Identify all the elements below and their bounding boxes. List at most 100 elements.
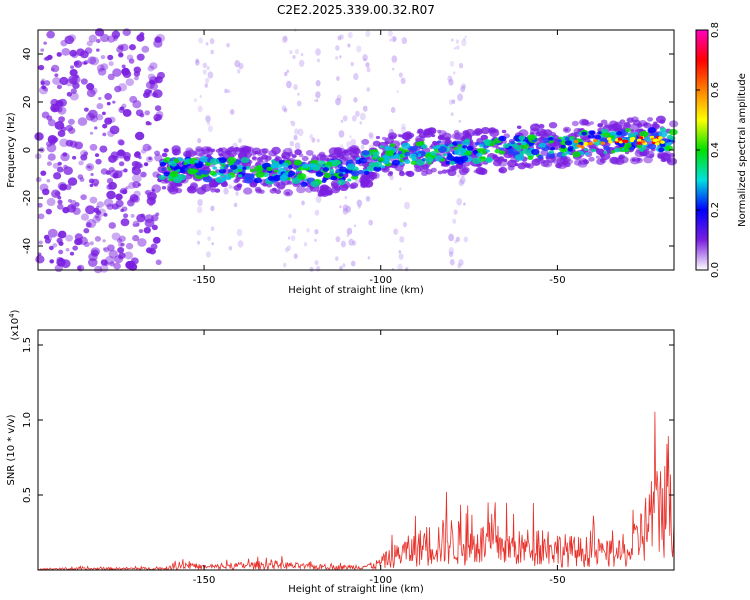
ridge-blob-core (250, 173, 255, 177)
faint-noise-blob (306, 228, 310, 233)
noise-blob (73, 60, 83, 68)
spectrogram-y-tick-label: 0 (22, 147, 33, 153)
ridge-blob-outer (172, 149, 180, 156)
faint-noise-blob (458, 179, 464, 187)
noise-blob (91, 249, 99, 257)
noise-blob (43, 80, 51, 86)
noise-blob (113, 37, 118, 42)
noise-blob (71, 52, 78, 59)
ridge-peak-blob (654, 142, 660, 146)
ridge-peak-blob (608, 140, 613, 144)
noise-blob (83, 107, 89, 112)
faint-noise-blob (286, 69, 290, 73)
noise-blob (96, 38, 101, 44)
ridge-peak-blob (573, 140, 579, 144)
noise-blob (120, 218, 130, 227)
noise-blob (46, 161, 52, 166)
noise-blob (63, 166, 73, 176)
noise-blob (124, 251, 133, 260)
noise-blob (141, 45, 150, 53)
faint-noise-blob (399, 236, 405, 243)
faint-noise-blob (205, 251, 211, 258)
ridge-blob-core (446, 154, 455, 161)
noise-blob (140, 171, 147, 178)
ridge-blob-core (183, 159, 188, 163)
noise-blob (138, 229, 144, 234)
ridge-blob-outer (201, 184, 207, 189)
ridge-blob-outer (301, 155, 309, 162)
noise-blob (137, 183, 142, 187)
ridge-blob-core (507, 149, 514, 154)
noise-blob (94, 236, 102, 242)
ridge-blob-core (445, 160, 451, 165)
noise-blob (92, 215, 101, 224)
noise-blob (120, 242, 125, 247)
noise-blob (65, 78, 74, 87)
ridge-blob-core (190, 165, 195, 169)
ridge-blob-core (177, 157, 184, 162)
ridge-blob-outer (655, 115, 666, 124)
ridge-blob-core (296, 172, 307, 180)
noise-blob (43, 87, 48, 92)
ridge-blob-core (212, 166, 218, 170)
ridge-peak-blob (588, 141, 594, 146)
noise-blob (143, 226, 151, 234)
faint-noise-blob (303, 242, 308, 247)
colorbar-tick-label: 0.6 (710, 82, 721, 98)
ridge-blob-core (548, 137, 553, 141)
faint-noise-blob (366, 67, 371, 73)
noise-blob (89, 143, 98, 151)
faint-noise-blob (210, 49, 214, 55)
faint-noise-blob (281, 105, 287, 112)
colorbar-tick-label: 0.0 (710, 262, 721, 278)
ridge-blob-core (443, 153, 448, 157)
spectrogram-y-tick-label: -20 (22, 190, 33, 206)
ridge-blob-outer (291, 154, 297, 159)
ridge-blob-core (170, 162, 177, 167)
ridge-blob-outer (398, 171, 406, 177)
noise-blob (125, 242, 134, 250)
noise-blob (113, 262, 121, 270)
noise-blob (115, 193, 123, 201)
noise-blob (147, 65, 155, 72)
ridge-blob-core (602, 132, 611, 138)
faint-noise-blob (392, 67, 395, 71)
faint-noise-blob (335, 256, 339, 261)
faint-noise-blob (353, 73, 359, 81)
ridge-blob-core (362, 158, 368, 163)
ridge-blob-core (639, 149, 644, 153)
faint-noise-blob (342, 263, 346, 268)
colorbar-tick-label: 0.8 (710, 22, 721, 38)
noise-blob (148, 248, 157, 255)
ridge-peak-blob (640, 140, 646, 144)
ridge-blob-core (502, 143, 510, 149)
faint-noise-blob (293, 253, 298, 259)
spectrogram-y-ticks: -40 -20 0 20 40 (22, 48, 674, 254)
ridge-blob-outer (360, 182, 367, 187)
noise-blob (152, 236, 161, 244)
noise-blob (155, 212, 160, 217)
faint-noise-blob (229, 108, 235, 115)
ridge-blob-core (229, 164, 238, 170)
ridge-blob-core (589, 130, 596, 135)
ridge-blob-outer (251, 156, 257, 160)
ridge-blob-outer (407, 132, 415, 138)
faint-noise-blob (458, 62, 464, 69)
noise-blob (107, 73, 115, 81)
noise-blob (122, 70, 132, 79)
faint-noise-blob (352, 240, 357, 246)
faint-noise-blob (228, 184, 233, 190)
faint-noise-blob (202, 62, 207, 69)
ridge-blob-core (564, 140, 573, 146)
ridge-blob-core (590, 148, 597, 153)
ridge-blob-outer (161, 186, 167, 190)
ridge-blob-outer (406, 170, 415, 178)
noise-blob (90, 173, 94, 177)
noise-blob (89, 131, 94, 135)
colorbar-tick-label: 0.4 (710, 142, 721, 158)
colorbar-ticks: 0.0 0.2 0.4 0.6 0.8 (696, 22, 721, 278)
noise-blob (80, 154, 88, 161)
colorbar-tick-label: 0.2 (710, 202, 721, 218)
ridge-blob-outer (597, 123, 602, 127)
ridge-peak-blob (606, 137, 612, 141)
